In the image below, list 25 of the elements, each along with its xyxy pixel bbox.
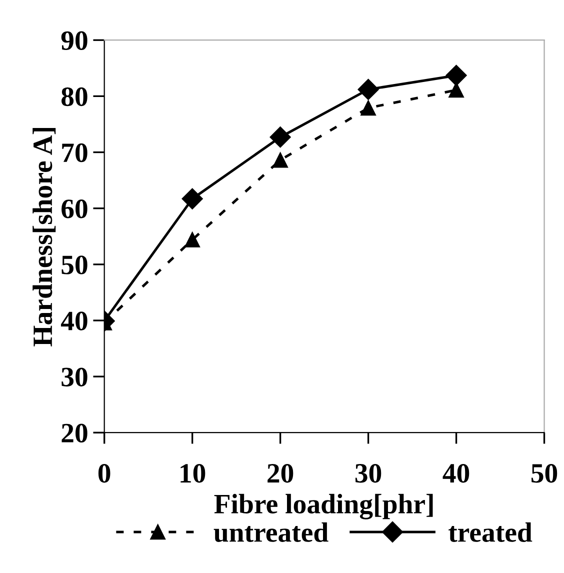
x-tick-label: 10 <box>180 464 206 483</box>
y-tick-label: 30 <box>62 368 88 386</box>
point <box>446 64 467 86</box>
point <box>184 232 200 248</box>
y-tick-label: 50 <box>62 256 88 274</box>
x-axis-title: Fibre loading[phr] <box>214 494 433 520</box>
point <box>358 78 379 100</box>
y-tick-label: 60 <box>62 199 88 218</box>
point <box>272 152 288 168</box>
x-tick-label: 50 <box>531 464 558 483</box>
x-tick-label: 20 <box>268 464 294 483</box>
y-axis-title: Hardness[shore A] <box>32 128 56 346</box>
point <box>182 188 203 210</box>
legend-label: untreated <box>214 522 328 542</box>
x-tick-label: 0 <box>98 464 110 483</box>
y-tick-label: 70 <box>62 143 88 162</box>
x-tick-label: 40 <box>442 464 470 483</box>
point <box>360 100 376 116</box>
y-tick-label: 80 <box>62 87 88 106</box>
y-tick-label: 20 <box>62 424 88 443</box>
point <box>270 126 291 148</box>
x-tick-label: 30 <box>355 464 382 483</box>
legend-label: treated <box>448 522 532 542</box>
y-tick-label: 40 <box>60 312 88 330</box>
y-tick-label: 90 <box>61 31 88 50</box>
